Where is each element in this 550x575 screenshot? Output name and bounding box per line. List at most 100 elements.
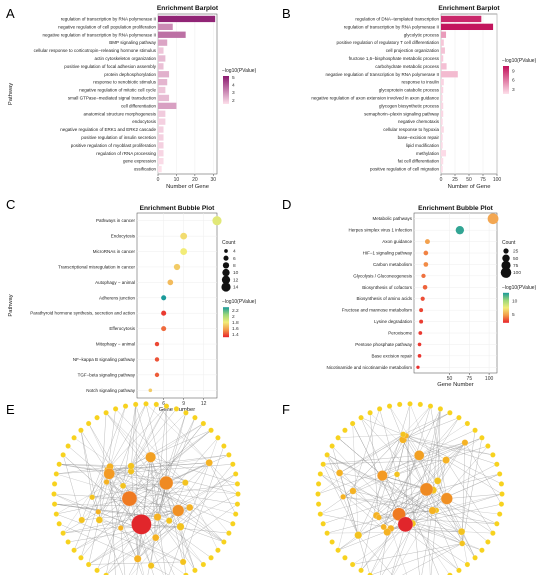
network-edge xyxy=(402,543,463,575)
y-tick-label: regulation of transcription by RNA polym… xyxy=(61,16,156,21)
panel-label-a: A xyxy=(6,6,15,21)
color-legend-tick-label: 2.2 xyxy=(232,308,239,314)
network-edge xyxy=(461,531,493,534)
color-legend-bar xyxy=(223,307,229,338)
network-node xyxy=(179,558,187,566)
y-tick-label: BMP signaling pathway xyxy=(109,40,156,45)
network-node xyxy=(317,511,324,517)
bar xyxy=(441,142,443,149)
bar xyxy=(158,165,162,173)
network-edge xyxy=(62,454,82,521)
bubble xyxy=(424,239,430,245)
network-node xyxy=(342,555,348,561)
network-edge xyxy=(327,454,433,511)
network-edge xyxy=(185,482,219,551)
network-node xyxy=(232,471,239,477)
bar xyxy=(441,157,444,165)
network-edge xyxy=(130,471,204,565)
bar xyxy=(441,78,444,86)
network-node xyxy=(121,491,138,507)
network-node xyxy=(367,572,373,575)
network-edge xyxy=(419,423,468,456)
network-edge xyxy=(382,475,450,575)
chart-title: Enrichment Bubble Plot xyxy=(418,205,494,212)
bubble xyxy=(418,331,423,335)
network-node xyxy=(205,459,213,467)
network-node xyxy=(349,420,356,427)
y-tick-label: semaphorin−plexin signaling pathway xyxy=(364,111,440,116)
network-edge xyxy=(73,466,111,551)
bubble xyxy=(161,326,167,332)
network-edge xyxy=(130,404,157,467)
network-node xyxy=(329,443,335,449)
network-node xyxy=(496,511,503,517)
network-edge xyxy=(320,513,384,528)
color-legend-tick-label: 1.4 xyxy=(232,332,239,338)
legend-tick-label: 4 xyxy=(232,83,235,89)
network-edge xyxy=(141,462,210,525)
size-legend-dot xyxy=(222,262,230,269)
y-tick-label: negative regulation of ERK1 and ERK2 cas… xyxy=(60,127,156,132)
y-tick-label: Base excision repair xyxy=(371,353,412,358)
network-node xyxy=(335,547,341,553)
network-node xyxy=(71,547,77,553)
network-edge xyxy=(343,496,500,515)
y-tick-label: protein dephosphorylation xyxy=(104,72,156,77)
y-tick-label: negative regulation of cell population p… xyxy=(58,24,156,29)
network-edge xyxy=(63,524,142,534)
y-tick-label: negative regulation of transcription by … xyxy=(42,32,156,37)
y-tick-label: Adherens junction xyxy=(99,295,136,300)
network-node xyxy=(94,414,100,421)
y-tick-label: base−excision repair xyxy=(398,135,440,140)
network-node xyxy=(490,452,496,458)
network-edge xyxy=(56,513,184,563)
network-edge xyxy=(339,472,371,575)
network-edge xyxy=(343,405,431,497)
size-legend-label: 6 xyxy=(233,256,236,262)
network-node xyxy=(342,427,348,433)
y-tick-label: TGF−beta signaling pathway xyxy=(78,372,136,377)
bar xyxy=(441,39,444,46)
bar xyxy=(158,55,166,62)
network-node xyxy=(315,501,322,507)
network-edge xyxy=(156,404,210,463)
network-edge xyxy=(120,457,151,529)
x-tick-label: 75 xyxy=(467,376,473,382)
panel-f-interaction-network xyxy=(315,401,505,575)
network-edge xyxy=(405,442,466,525)
network-node xyxy=(78,555,84,561)
network-edge xyxy=(73,482,186,551)
size-legend-label: 8 xyxy=(233,263,236,269)
network-edge xyxy=(68,529,143,543)
network-node xyxy=(394,471,400,478)
network-node xyxy=(215,547,221,553)
network-node xyxy=(376,406,383,412)
network-edge xyxy=(157,412,187,518)
bar xyxy=(158,15,216,23)
network-node xyxy=(336,469,344,477)
network-node xyxy=(461,439,469,446)
network-node xyxy=(447,572,453,575)
network-edge xyxy=(129,498,212,558)
network-edge xyxy=(107,469,121,529)
y-tick-label: negative regulation of mitotic cell cycl… xyxy=(79,88,156,93)
size-legend-dot xyxy=(500,267,512,278)
network-node xyxy=(65,539,71,545)
bar xyxy=(441,118,443,125)
y-tick-label: positive regulation of focal adhesion as… xyxy=(64,64,157,69)
y-tick-label: Pentose phosphate pathway xyxy=(355,342,413,347)
bubble xyxy=(180,248,188,255)
network-edge xyxy=(352,423,400,515)
network-edge xyxy=(343,496,497,524)
network-edge xyxy=(360,417,407,436)
y-tick-label: HIF−1 signaling pathway xyxy=(363,251,413,256)
network-node xyxy=(200,561,207,568)
network-node xyxy=(221,443,227,449)
size-legend-label: 14 xyxy=(233,285,239,291)
color-legend-tick-label: 10 xyxy=(512,299,518,305)
network-node xyxy=(479,435,485,441)
network-edge xyxy=(129,483,238,499)
network-node xyxy=(103,410,109,416)
network-edge xyxy=(150,457,186,483)
